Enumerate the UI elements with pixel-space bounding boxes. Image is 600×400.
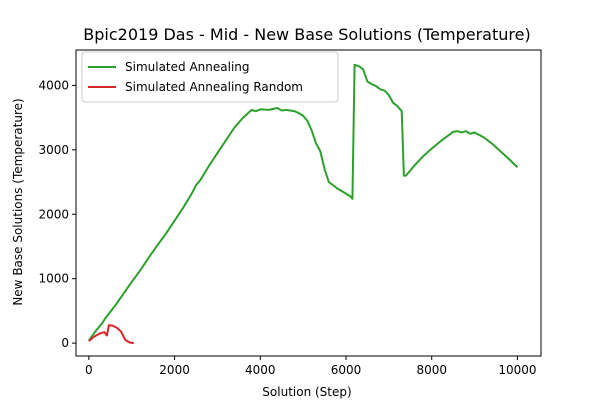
series-layer	[88, 63, 519, 345]
y-axis-label: New Base Solutions (Temperature)	[11, 98, 25, 305]
y-tick-label: 3000	[38, 143, 69, 157]
x-tick-label: 10000	[498, 363, 536, 377]
x-tick-label: 8000	[416, 363, 447, 377]
series-line-simulated-annealing-random	[88, 324, 135, 345]
x-tick-label: 6000	[331, 363, 362, 377]
legend-label-simulated-annealing-random: Simulated Annealing Random	[125, 80, 303, 94]
axes-frame	[75, 49, 542, 357]
x-tick-label: 2000	[159, 363, 190, 377]
x-axis-ticks: 0 2000 4000 6000 8000 10000	[85, 356, 537, 377]
y-tick-label: 0	[61, 336, 69, 350]
x-tick-label: 0	[85, 363, 93, 377]
x-axis-label: Solution (Step)	[262, 385, 351, 399]
legend: Simulated Annealing Simulated Annealing …	[81, 51, 339, 103]
series-line-simulated-annealing	[88, 63, 519, 342]
legend-box	[81, 51, 339, 103]
chart-title: Bpic2019 Das - Mid - New Base Solutions …	[83, 25, 530, 44]
x-tick-label: 4000	[245, 363, 276, 377]
y-tick-label: 1000	[38, 272, 69, 286]
y-tick-label: 4000	[38, 78, 69, 92]
y-tick-label: 2000	[38, 207, 69, 221]
y-axis-ticks: 0 1000 2000 3000 4000	[38, 78, 76, 350]
legend-label-simulated-annealing: Simulated Annealing	[125, 60, 250, 74]
plot-area	[75, 49, 542, 357]
